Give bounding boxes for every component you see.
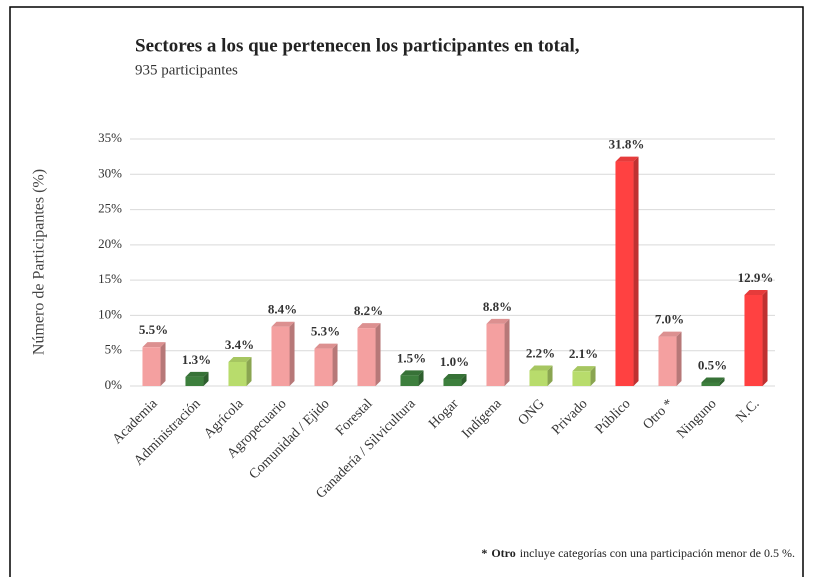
x-tick-label: N.C. — [733, 396, 762, 425]
x-tick-label: Forestal — [333, 396, 376, 439]
data-label: 8.8% — [483, 299, 512, 314]
chart-subtitle: 935 participantes — [135, 62, 238, 78]
data-label: 1.5% — [397, 350, 426, 365]
data-label: 1.3% — [182, 352, 211, 367]
bar-side — [246, 357, 252, 386]
bar-side — [289, 321, 295, 386]
footnote-prefix: * — [481, 546, 487, 560]
x-tick-label: ONG — [516, 396, 548, 428]
data-label: 8.4% — [268, 302, 297, 317]
bar-side — [160, 342, 166, 386]
y-tick-label: 15% — [98, 271, 122, 286]
bar-top — [357, 323, 381, 329]
bar — [142, 347, 161, 386]
data-label: 1.0% — [440, 354, 469, 369]
bar-side — [762, 289, 768, 386]
bar — [572, 371, 591, 386]
bar — [400, 375, 419, 386]
bar — [271, 326, 290, 386]
bar — [701, 382, 720, 386]
chart-border — [9, 6, 804, 577]
bar-side — [504, 318, 510, 386]
data-label: 5.5% — [139, 322, 168, 337]
bar-side — [332, 343, 338, 386]
bar-top — [744, 289, 768, 295]
data-label: 0.5% — [698, 357, 727, 372]
bar — [357, 328, 376, 386]
footnote-text: incluye categorías con una participación… — [520, 546, 795, 560]
footnote-bold: Otro — [491, 546, 515, 560]
bar-top — [701, 377, 725, 383]
bar-top — [572, 366, 596, 372]
bar-side — [719, 377, 725, 386]
bar-top — [314, 343, 338, 349]
bar-side — [676, 331, 682, 386]
bar-side — [203, 371, 209, 386]
data-label: 8.2% — [354, 303, 383, 318]
x-tick-label: Ninguno — [674, 396, 719, 441]
x-tick-label: Indígena — [459, 396, 505, 442]
bar — [744, 294, 763, 386]
bar — [658, 336, 677, 386]
y-tick-label: 0% — [105, 377, 123, 392]
chart-title: Sectores a los que pertenecen los partic… — [135, 35, 580, 56]
bar-top — [228, 357, 252, 363]
y-tick-label: 25% — [98, 201, 122, 216]
bar-top — [142, 342, 166, 348]
bar-top — [615, 156, 639, 162]
data-label: 31.8% — [609, 137, 645, 152]
bar-top — [486, 318, 510, 324]
bar-top — [443, 373, 467, 379]
data-label: 3.4% — [225, 337, 254, 352]
bar — [486, 323, 505, 386]
data-label: 2.2% — [526, 345, 555, 360]
data-label: 7.0% — [655, 312, 684, 327]
x-tick-label: Comunidad / Ejido — [247, 396, 333, 482]
data-label: 12.9% — [738, 270, 774, 285]
bar — [314, 348, 333, 386]
y-tick-label: 30% — [98, 165, 122, 180]
y-axis-label: Número de Participantes (%) — [31, 169, 48, 355]
data-label: 2.1% — [569, 346, 598, 361]
bar-side — [418, 370, 424, 386]
bar-top — [185, 371, 209, 377]
x-tick-label: Público — [593, 396, 634, 437]
y-tick-label: 5% — [105, 342, 123, 357]
bar-side — [633, 156, 639, 386]
bar — [615, 161, 634, 386]
bar — [443, 378, 462, 386]
bar-top — [658, 331, 682, 337]
bar-top — [271, 321, 295, 327]
bar-top — [400, 370, 424, 376]
footnote: * Otro incluye categorías con una particip… — [481, 546, 795, 560]
y-tick-label: 10% — [98, 306, 122, 321]
bar — [228, 362, 247, 386]
bar-side — [461, 373, 467, 386]
bar — [185, 376, 204, 386]
bar-top — [529, 365, 553, 371]
bar-side — [375, 323, 381, 386]
x-tick-label: Privado — [549, 396, 590, 437]
x-tick-label: Hogar — [426, 396, 462, 432]
y-tick-label: 20% — [98, 236, 122, 251]
data-label: 5.3% — [311, 324, 340, 339]
bar-side — [590, 366, 596, 386]
bar — [529, 370, 548, 386]
x-tick-label: Otro * — [640, 396, 676, 432]
y-tick-label: 35% — [98, 130, 122, 145]
bar-side — [547, 365, 553, 386]
